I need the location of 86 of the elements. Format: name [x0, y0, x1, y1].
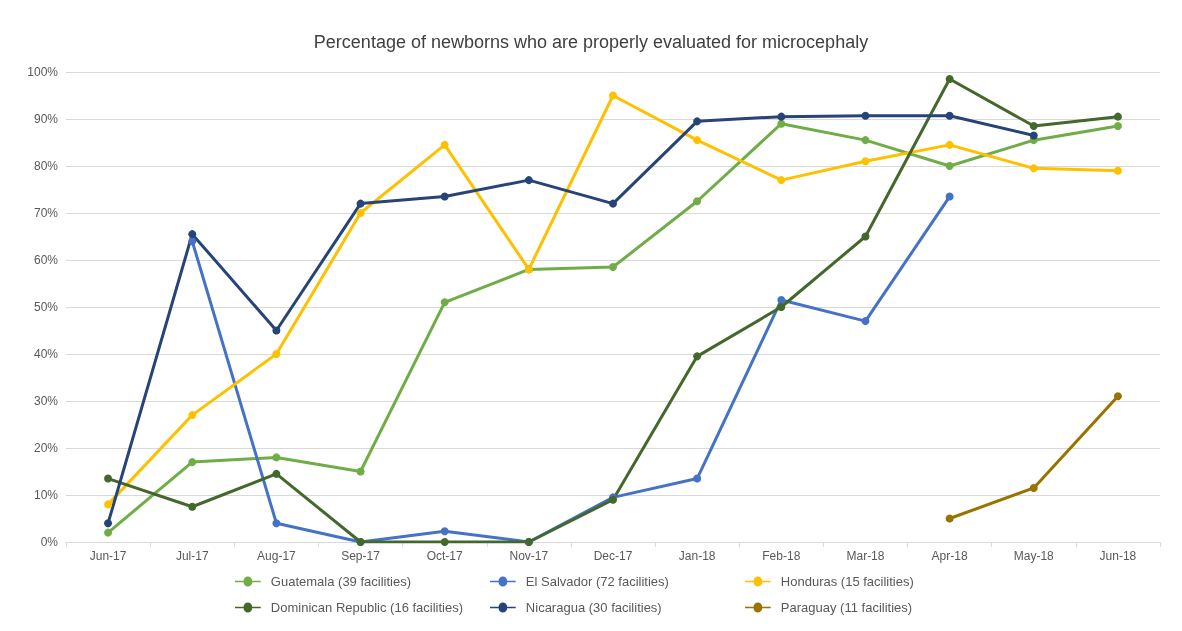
point: [945, 111, 954, 120]
point: [693, 136, 702, 145]
point: [945, 192, 954, 201]
point: [104, 474, 113, 483]
point: [693, 474, 702, 483]
point: [861, 232, 870, 241]
point: [440, 298, 449, 307]
point: [777, 119, 786, 128]
x-tick-label: Feb-18: [762, 549, 801, 563]
y-tick-label: 10%: [33, 488, 59, 502]
point: [356, 467, 365, 476]
y-tick-label: 30%: [33, 394, 59, 408]
point: [609, 263, 617, 272]
legend-label: Nicaragua (30 facilities): [525, 600, 662, 615]
point: [861, 317, 870, 326]
point: [440, 192, 449, 201]
point: [609, 199, 617, 208]
x-tick-label: Jul-17: [175, 549, 209, 563]
point: [104, 528, 113, 537]
x-tick-label: Dec-17: [593, 549, 633, 563]
point: [1113, 392, 1122, 401]
point: [104, 500, 113, 509]
point: [861, 136, 870, 145]
point: [945, 514, 954, 523]
x-tick-label: Aug-17: [257, 549, 297, 563]
legend-label: Honduras (15 facilities): [780, 574, 914, 589]
x-tick-label: Nov-17: [509, 549, 549, 563]
point: [693, 197, 702, 206]
y-tick-label: 90%: [33, 112, 59, 126]
y-tick-label: 70%: [33, 206, 59, 220]
point: [524, 176, 533, 185]
y-tick-label: 50%: [33, 300, 59, 314]
x-tick-label: Oct-17: [426, 549, 464, 563]
point: [356, 209, 365, 217]
point: [356, 199, 365, 208]
point: [188, 458, 197, 467]
point: [609, 91, 617, 100]
point: [693, 117, 702, 126]
point: [1029, 131, 1038, 140]
point: [104, 519, 113, 528]
point: [777, 112, 786, 121]
point: [272, 519, 281, 528]
point: [188, 411, 197, 420]
y-tick-label: 60%: [33, 253, 59, 267]
x-tick-label: Mar-18: [846, 549, 885, 563]
point: [777, 176, 786, 185]
point: [188, 237, 197, 246]
point: [272, 350, 281, 358]
point: [440, 527, 449, 536]
point: [440, 538, 449, 546]
point: [1029, 164, 1038, 173]
point: [945, 75, 954, 84]
x-tick-label: May-18: [1013, 549, 1055, 563]
point: [188, 502, 197, 511]
point: [861, 157, 870, 166]
point: [440, 140, 449, 149]
point: [272, 453, 281, 462]
point: [945, 140, 954, 149]
point: [272, 469, 281, 478]
y-tick-label: 0%: [40, 535, 59, 549]
point: [777, 303, 786, 311]
point: [1029, 122, 1038, 131]
point: [693, 352, 702, 361]
y-tick-label: 100%: [27, 65, 59, 79]
point: [945, 162, 954, 170]
x-tick-label: Jun-17: [89, 549, 127, 563]
legend-label: Paraguay (11 facilities): [780, 600, 913, 615]
y-tick-label: 20%: [33, 441, 59, 455]
legend-label: Dominican Republic (16 facilities): [270, 600, 464, 615]
x-tick-label: Sep-17: [341, 549, 381, 563]
legend-label: Guatemala (39 facilities): [270, 574, 412, 589]
legend-label: El Salvador (72 facilities): [525, 574, 669, 589]
y-tick-label: 80%: [33, 159, 59, 173]
y-tick-label: 40%: [33, 347, 59, 361]
point: [1029, 483, 1038, 492]
point: [188, 230, 197, 239]
point: [1113, 166, 1122, 175]
chart-title: Percentage of newborns who are properly evaluated for microcephaly: [313, 32, 869, 52]
point: [861, 111, 870, 120]
point: [272, 326, 281, 335]
point: [1113, 112, 1122, 121]
x-tick-label: Jun-18: [1099, 549, 1137, 563]
point: [1113, 122, 1122, 131]
x-tick-label: Apr-18: [931, 549, 968, 563]
point: [777, 295, 786, 304]
x-tick-label: Jan-18: [678, 549, 716, 563]
